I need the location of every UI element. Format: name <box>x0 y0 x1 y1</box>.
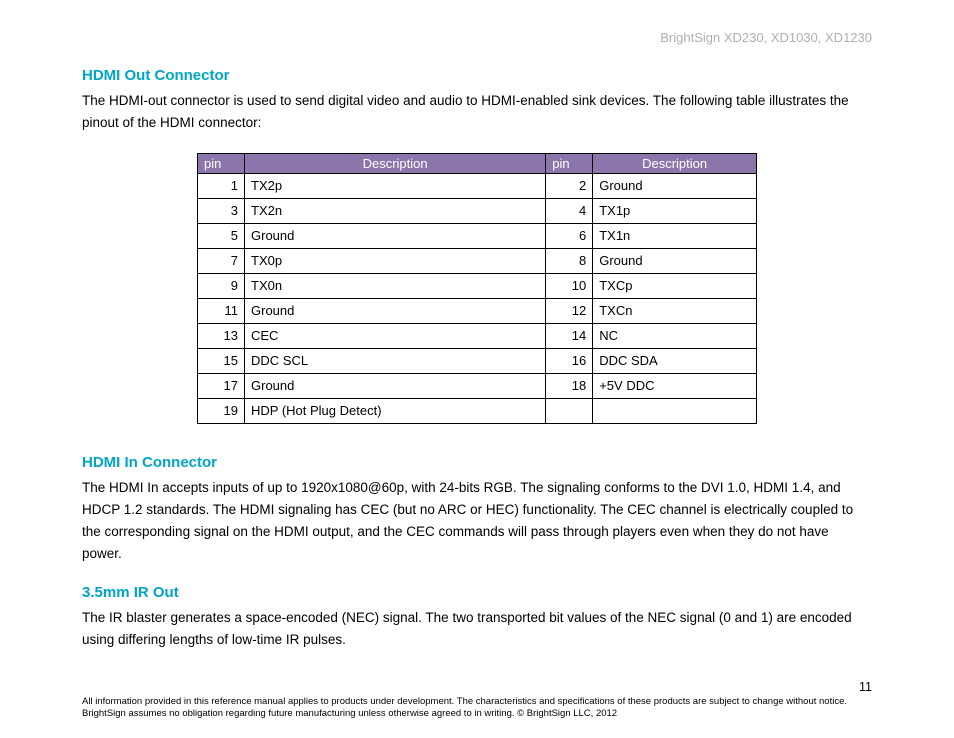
cell-desc: Ground <box>245 223 546 248</box>
cell-desc: TX2p <box>245 173 546 198</box>
table-row: 7TX0p8Ground <box>198 248 757 273</box>
cell-desc: TXCn <box>593 298 757 323</box>
page-footer: 11 All information provided in this refe… <box>82 680 872 720</box>
header-product-line: BrightSign XD230, XD1030, XD1230 <box>82 30 872 45</box>
cell-desc: NC <box>593 323 757 348</box>
cell-desc: +5V DDC <box>593 373 757 398</box>
col-desc-b: Description <box>593 153 757 173</box>
cell-pin: 14 <box>546 323 593 348</box>
cell-desc: Ground <box>593 173 757 198</box>
document-page: BrightSign XD230, XD1030, XD1230 HDMI Ou… <box>0 0 954 738</box>
cell-desc: TX2n <box>245 198 546 223</box>
col-pin-a: pin <box>198 153 245 173</box>
cell-pin: 15 <box>198 348 245 373</box>
pinout-table: pin Description pin Description 1TX2p2Gr… <box>197 153 757 424</box>
cell-desc: TX1n <box>593 223 757 248</box>
cell-pin: 13 <box>198 323 245 348</box>
cell-desc <box>593 398 757 423</box>
cell-desc: Ground <box>593 248 757 273</box>
cell-pin: 5 <box>198 223 245 248</box>
section-ir-out-title: 3.5mm IR Out <box>82 584 872 601</box>
cell-desc: HDP (Hot Plug Detect) <box>245 398 546 423</box>
cell-desc: DDC SDA <box>593 348 757 373</box>
cell-pin: 12 <box>546 298 593 323</box>
cell-pin: 18 <box>546 373 593 398</box>
table-row: 9TX0n10TXCp <box>198 273 757 298</box>
cell-desc: TXCp <box>593 273 757 298</box>
cell-pin: 16 <box>546 348 593 373</box>
pinout-table-wrap: pin Description pin Description 1TX2p2Gr… <box>197 153 757 424</box>
cell-pin: 10 <box>546 273 593 298</box>
page-number: 11 <box>82 680 872 694</box>
cell-pin: 17 <box>198 373 245 398</box>
pinout-table-head: pin Description pin Description <box>198 153 757 173</box>
cell-desc: TX0p <box>245 248 546 273</box>
cell-pin: 1 <box>198 173 245 198</box>
section-hdmi-in-title: HDMI In Connector <box>82 454 872 471</box>
cell-desc: TX1p <box>593 198 757 223</box>
cell-pin: 11 <box>198 298 245 323</box>
pinout-table-body: 1TX2p2Ground3TX2n4TX1p5Ground6TX1n7TX0p8… <box>198 173 757 423</box>
cell-desc: CEC <box>245 323 546 348</box>
table-row: 17Ground18+5V DDC <box>198 373 757 398</box>
cell-pin <box>546 398 593 423</box>
section-ir-out-body: The IR blaster generates a space-encoded… <box>82 607 872 652</box>
cell-desc: Ground <box>245 373 546 398</box>
table-row: 15DDC SCL16DDC SDA <box>198 348 757 373</box>
table-row: 5Ground6TX1n <box>198 223 757 248</box>
section-hdmi-out-body: The HDMI-out connector is used to send d… <box>82 90 872 135</box>
section-hdmi-out-title: HDMI Out Connector <box>82 67 872 84</box>
cell-pin: 8 <box>546 248 593 273</box>
table-row: 3TX2n4TX1p <box>198 198 757 223</box>
table-row: 1TX2p2Ground <box>198 173 757 198</box>
cell-pin: 9 <box>198 273 245 298</box>
footer-disclaimer: All information provided in this referen… <box>82 696 872 720</box>
cell-desc: DDC SCL <box>245 348 546 373</box>
col-desc-a: Description <box>245 153 546 173</box>
table-row: 11Ground12TXCn <box>198 298 757 323</box>
cell-pin: 6 <box>546 223 593 248</box>
cell-pin: 3 <box>198 198 245 223</box>
cell-desc: TX0n <box>245 273 546 298</box>
cell-pin: 2 <box>546 173 593 198</box>
table-row: 13CEC14NC <box>198 323 757 348</box>
cell-pin: 4 <box>546 198 593 223</box>
cell-pin: 19 <box>198 398 245 423</box>
cell-desc: Ground <box>245 298 546 323</box>
cell-pin: 7 <box>198 248 245 273</box>
table-row: 19HDP (Hot Plug Detect) <box>198 398 757 423</box>
col-pin-b: pin <box>546 153 593 173</box>
section-hdmi-in-body: The HDMI In accepts inputs of up to 1920… <box>82 477 872 566</box>
